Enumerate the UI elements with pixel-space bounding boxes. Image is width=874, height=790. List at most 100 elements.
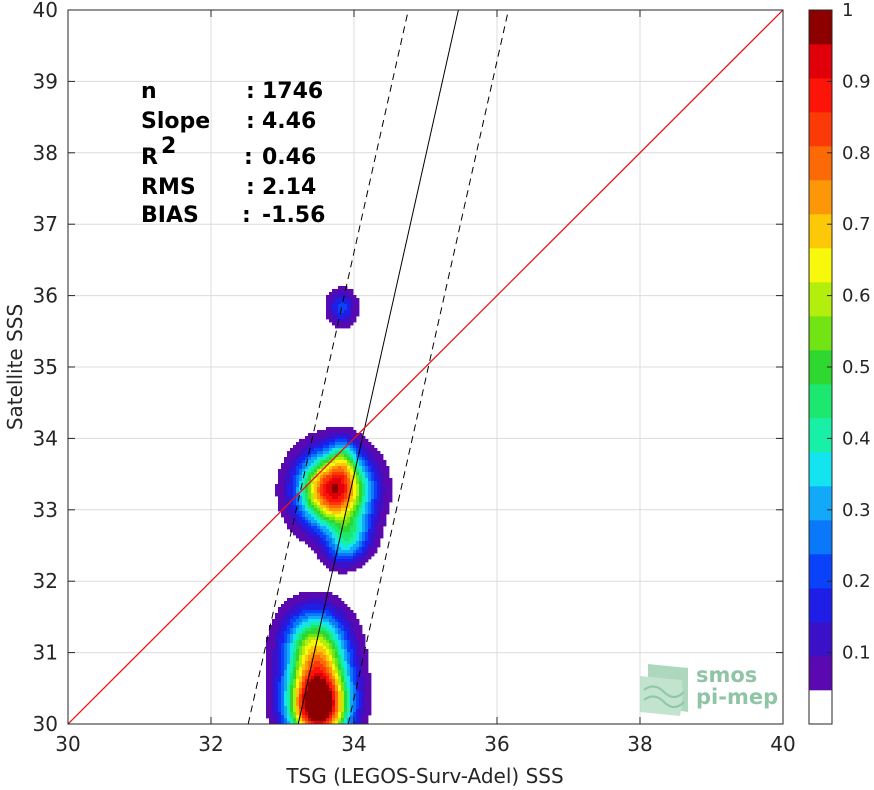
density-cell [326,658,330,662]
density-cell [314,514,318,518]
density-cell [350,529,354,533]
density-cell [299,604,303,608]
density-cell [371,493,375,497]
density-cell [290,634,294,638]
density-cell [326,664,330,668]
density-cell [305,511,309,515]
density-cell [308,640,312,644]
density-cell [335,604,339,608]
density-cell [302,682,306,686]
density-cell [320,535,324,539]
density-cell [335,568,339,572]
density-cell [299,457,303,461]
density-cell [266,700,270,704]
colorbar-band [809,248,832,283]
density-cell [332,694,336,698]
density-cell [308,529,312,533]
density-cell [332,622,336,626]
density-cell [287,661,291,665]
density-cell [278,649,282,653]
density-cell [323,544,327,548]
density-cell [314,493,318,497]
density-cell [359,679,363,683]
density-cell [305,649,309,653]
density-cell [272,703,276,707]
density-cell [359,658,363,662]
density-cell [338,478,342,482]
density-cell [359,472,363,476]
density-cell [281,655,285,659]
density-cell [317,496,321,500]
density-cell [344,295,348,299]
density-cell [371,532,375,536]
density-cell [293,457,297,461]
density-cell [326,646,330,650]
density-cell [281,604,285,608]
density-cell [329,670,333,674]
colorbar: 0.10.20.30.40.50.60.70.80.91 [808,0,871,725]
density-cell [326,649,330,653]
density-cell [320,646,324,650]
density-cell [335,643,339,647]
density-cell [329,454,333,458]
density-cell [308,508,312,512]
density-cell [338,643,342,647]
density-cell [368,700,372,704]
density-cell [356,667,360,671]
stat-value: 2.14 [262,175,316,200]
density-cell [335,445,339,449]
density-cell [287,493,291,497]
density-cell [302,691,306,695]
density-cell [344,487,348,491]
density-cell [272,652,276,656]
density-cell [314,688,318,692]
density-cell [386,469,390,473]
density-cell [281,625,285,629]
density-cell [344,292,348,296]
density-cell [314,691,318,695]
density-cell [326,562,330,566]
density-cell [305,652,309,656]
density-cell [317,436,321,440]
density-cell [353,298,357,302]
density-cell [359,535,363,539]
density-cell [323,625,327,629]
density-cell [335,631,339,635]
density-cell [281,709,285,713]
density-cell [311,670,315,674]
density-cell [362,496,366,500]
density-cell [341,466,345,470]
density-cell [335,508,339,512]
density-cell [320,505,324,509]
density-cell [347,325,351,329]
density-cell [350,451,354,455]
density-cell [296,511,300,515]
density-cell [359,565,363,569]
density-cell [377,490,381,494]
density-cell [320,592,324,596]
density-cell [284,601,288,605]
density-cell [350,442,354,446]
density-cell [308,544,312,548]
density-cell [311,673,315,677]
density-cell [341,535,345,539]
density-cell [266,691,270,695]
density-cell [299,478,303,482]
density-cell [326,487,330,491]
density-cell [341,607,345,611]
density-cell [275,718,279,722]
density-cell [353,475,357,479]
density-cell [347,625,351,629]
density-cell [365,523,369,527]
density-cell [269,670,273,674]
density-cell [287,691,291,695]
density-cell [299,676,303,680]
density-cell [323,541,327,545]
density-cell [335,688,339,692]
density-cell [275,721,279,724]
density-cell [275,712,279,716]
density-cell [362,442,366,446]
density-cell [275,643,279,647]
density-cell [281,514,285,518]
density-cell [323,496,327,500]
